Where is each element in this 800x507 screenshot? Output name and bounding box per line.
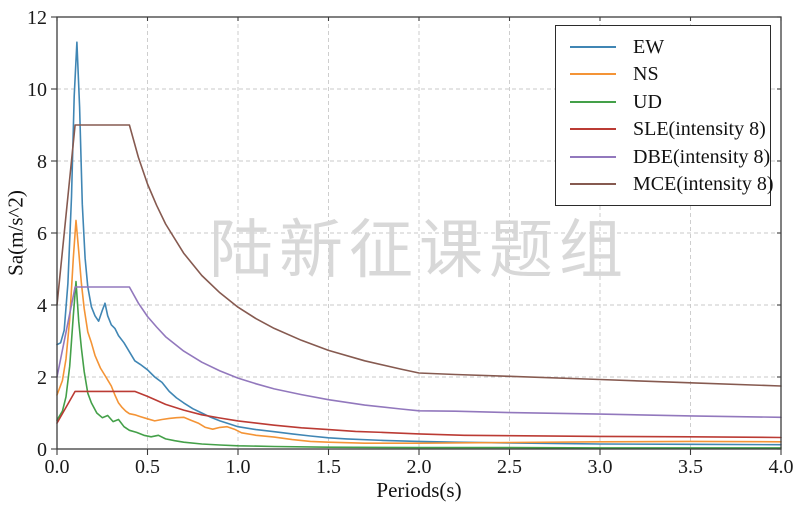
legend-label: SLE(intensity 8): [633, 118, 766, 141]
legend-line-swatch: [570, 73, 616, 76]
legend-line-swatch: [570, 45, 616, 48]
legend-line-swatch: [570, 100, 616, 103]
legend-label: DBE(intensity 8): [633, 145, 771, 168]
y-tick-label: 12: [27, 7, 47, 29]
y-axis-label: Sa(m/s^2): [3, 190, 28, 276]
series-line-ud: [56, 280, 782, 449]
legend: EW NS UD SLE(intensity 8) DBE(intensity 8) MC…: [555, 25, 774, 206]
legend-item-sle-intensity-8: SLE(intensity 8): [570, 116, 766, 144]
series-line-sle-intensity-8: [56, 390, 782, 439]
legend-item-ns: NS: [570, 61, 758, 89]
x-tick-label: 3.0: [588, 456, 613, 478]
legend-line-swatch: [570, 155, 616, 158]
legend-line-swatch: [570, 183, 616, 186]
y-tick-label: 8: [37, 151, 47, 173]
legend-item-ud: UD: [570, 88, 758, 116]
legend-label: MCE(intensity 8): [633, 173, 774, 196]
tick-marks: [51, 16, 782, 455]
y-tick-label: 4: [37, 295, 47, 317]
x-tick-label: 1.5: [316, 456, 341, 478]
series-line-dbe-intensity-8: [56, 286, 782, 419]
y-tick-label: 6: [37, 223, 47, 245]
legend-line-swatch: [570, 128, 616, 131]
y-tick-label: 0: [37, 439, 47, 461]
legend-label: UD: [633, 90, 662, 113]
legend-item-mce-intensity-8: MCE(intensity 8): [570, 171, 774, 199]
x-tick-label: 2.0: [407, 456, 432, 478]
x-tick-label: 1.0: [226, 456, 251, 478]
legend-item-ew: EW: [570, 33, 758, 61]
x-axis-label: Periods(s): [376, 478, 462, 502]
series-line-ew: [56, 41, 782, 446]
legend-item-dbe-intensity-8: DBE(intensity 8): [570, 143, 770, 171]
series-curves: [56, 41, 782, 449]
y-tick-label: 10: [27, 79, 47, 101]
x-tick-label: 3.5: [678, 456, 703, 478]
legend-label: NS: [633, 63, 659, 86]
x-tick-label: 2.5: [497, 456, 522, 478]
y-tick-label: 2: [37, 367, 47, 389]
watermark-text: 陆新征课题组: [209, 215, 629, 286]
x-tick-label: 0.0: [45, 456, 70, 478]
x-tick-label: 4.0: [769, 456, 794, 478]
series-line-ns: [56, 219, 782, 444]
series-line-mce-intensity-8: [56, 124, 782, 387]
x-tick-label: 0.5: [135, 456, 160, 478]
legend-label: EW: [633, 35, 665, 58]
